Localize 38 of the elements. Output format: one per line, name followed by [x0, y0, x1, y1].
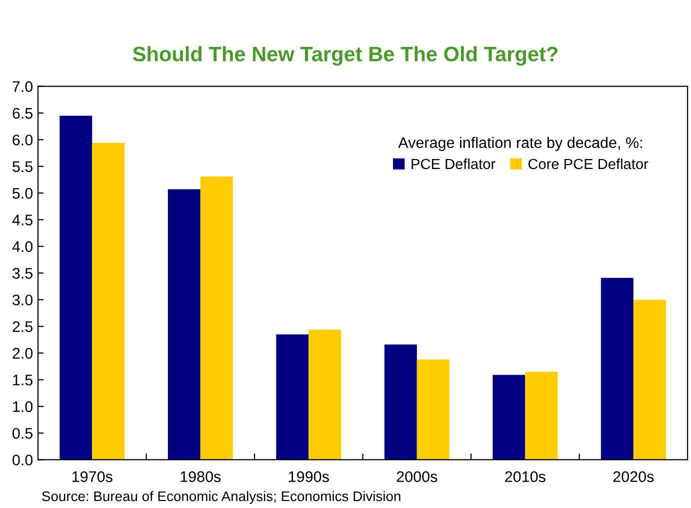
- legend-title: Average inflation rate by decade, %:: [398, 136, 642, 152]
- y-tick-label: 0.5: [12, 428, 33, 439]
- y-tick-label: 7.0: [12, 81, 33, 92]
- y-tick-label: 2.5: [12, 321, 33, 332]
- y-tick-label: 4.0: [12, 241, 33, 252]
- y-tick-label: 2.0: [12, 348, 33, 359]
- bar: [416, 359, 450, 460]
- bar: [633, 300, 666, 460]
- y-tick-label: 3.5: [12, 268, 33, 279]
- x-tick-label: 2010s: [505, 471, 546, 482]
- bar: [384, 344, 417, 460]
- y-tick-label: 1.0: [13, 401, 33, 412]
- x-tick-label: 2000s: [396, 471, 438, 482]
- bar: [200, 176, 233, 460]
- bar: [168, 189, 200, 460]
- legend-label: Core PCE Deflator: [528, 158, 648, 170]
- bar: [276, 334, 309, 460]
- bar: [92, 142, 125, 460]
- y-tick-label: 4.5: [12, 214, 33, 226]
- bar: [600, 278, 634, 460]
- bar: [525, 372, 558, 460]
- y-tick-label: 0.0: [12, 454, 33, 466]
- legend-label: PCE Deflator: [412, 158, 496, 170]
- y-tick-label: 3.0: [12, 294, 33, 306]
- x-tick-label: 1980s: [180, 471, 221, 482]
- x-tick-label: 1990s: [289, 471, 329, 482]
- bar: [308, 330, 342, 460]
- y-tick-label: 1.5: [13, 374, 33, 386]
- x-tick-label: 1970s: [72, 471, 112, 482]
- bar: [492, 374, 526, 460]
- y-tick-label: 6.5: [12, 108, 33, 119]
- source-note: Source: Bureau of Economic Analysis; Economics Division: [42, 490, 400, 504]
- chart-title: Should The New Target Be The Old Target?: [132, 46, 558, 66]
- y-tick-label: 5.0: [12, 188, 33, 199]
- y-tick-label: 5.5: [12, 161, 33, 172]
- x-tick-label: 2020s: [613, 471, 654, 482]
- y-tick-label: 6.0: [12, 134, 33, 146]
- bar: [60, 116, 92, 460]
